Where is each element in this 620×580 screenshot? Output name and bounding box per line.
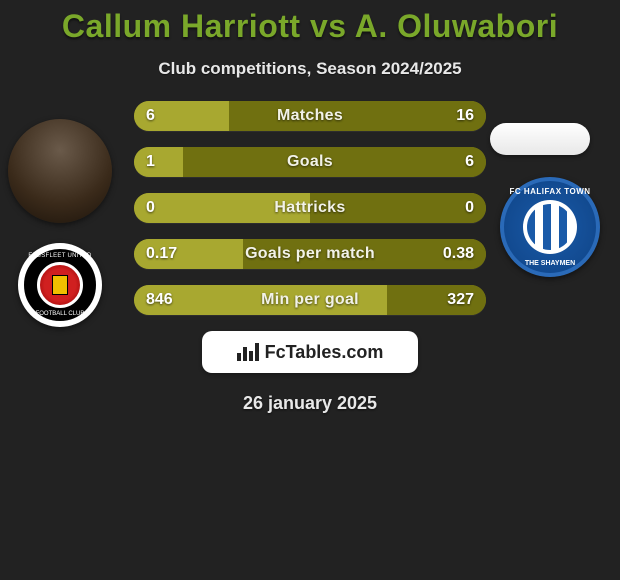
stat-row: 16Goals: [134, 147, 486, 177]
stat-bars: 616Matches 16Goals 00Hattricks 0.170.38Goal…: [134, 101, 486, 315]
comparison-stage: EBBSFLEET UNITED FOOTBALL CLUB FC HALIFA…: [0, 101, 620, 315]
subtitle: Club competitions, Season 2024/2025: [0, 59, 620, 79]
player-right-photo: [490, 123, 590, 155]
club-badge-right-inner: [523, 200, 577, 254]
club-right-name-top: FC HALIFAX TOWN: [504, 187, 596, 196]
bar-chart-icon: [237, 343, 259, 361]
club-right-name-bottom: THE SHAYMEN: [504, 260, 596, 267]
club-left-name-bottom: FOOTBALL CLUB: [24, 311, 96, 317]
stat-label: Goals: [134, 147, 486, 177]
club-badge-left-inner: [37, 262, 83, 308]
stat-label: Goals per match: [134, 239, 486, 269]
club-badge-right: FC HALIFAX TOWN THE SHAYMEN: [500, 177, 600, 277]
watermark: FcTables.com: [202, 331, 418, 373]
stat-row: 616Matches: [134, 101, 486, 131]
page-title: Callum Harriott vs A. Oluwabori: [0, 0, 620, 45]
stat-row: 846327Min per goal: [134, 285, 486, 315]
stat-row: 0.170.38Goals per match: [134, 239, 486, 269]
stat-label: Min per goal: [134, 285, 486, 315]
club-left-name-top: EBBSFLEET UNITED: [24, 253, 96, 259]
stat-label: Hattricks: [134, 193, 486, 223]
player-left-photo: [8, 119, 112, 223]
date-text: 26 january 2025: [0, 393, 620, 414]
watermark-text: FcTables.com: [265, 342, 384, 363]
stat-label: Matches: [134, 101, 486, 131]
stat-row: 00Hattricks: [134, 193, 486, 223]
club-badge-left: EBBSFLEET UNITED FOOTBALL CLUB: [18, 243, 102, 327]
club-badge-right-stripes: [527, 204, 573, 250]
